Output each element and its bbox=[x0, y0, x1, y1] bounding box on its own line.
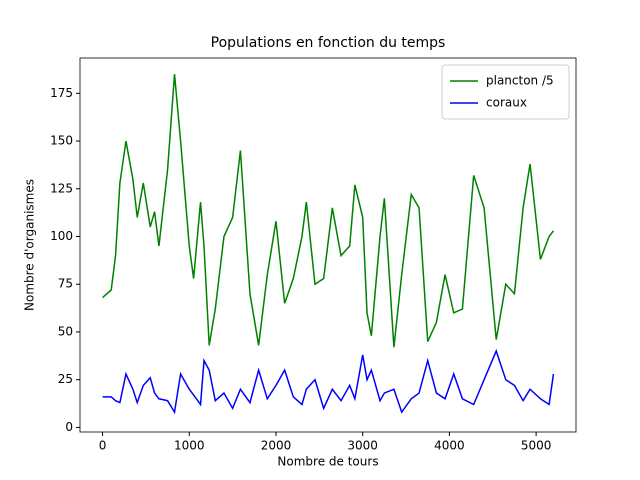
y-tick-label: 175 bbox=[50, 86, 73, 100]
y-tick-label: 50 bbox=[58, 324, 73, 338]
y-tick-label: 75 bbox=[58, 277, 73, 291]
y-tick-label: 0 bbox=[65, 420, 73, 434]
x-tick-label: 3000 bbox=[347, 439, 378, 453]
legend-label: coraux bbox=[486, 96, 527, 110]
x-tick-label: 0 bbox=[99, 439, 107, 453]
series-line bbox=[102, 74, 555, 348]
y-axis-label: Nombre d'organismes bbox=[23, 179, 37, 311]
plot-frame bbox=[79, 57, 577, 433]
x-tick-label: 1000 bbox=[174, 439, 205, 453]
y-tick-label: 100 bbox=[50, 229, 73, 243]
legend-box bbox=[441, 64, 570, 120]
y-tick-label: 25 bbox=[58, 372, 73, 386]
y-tick-label: 150 bbox=[50, 134, 73, 148]
x-tick-label: 5000 bbox=[521, 439, 552, 453]
series-line bbox=[102, 348, 555, 415]
legend-label: plancton /5 bbox=[486, 74, 554, 88]
chart-title: Populations en fonction du temps bbox=[211, 35, 446, 51]
x-tick-label: 2000 bbox=[261, 439, 292, 453]
x-axis-label: Nombre de tours bbox=[277, 455, 378, 469]
x-tick-label: 4000 bbox=[434, 439, 465, 453]
y-tick-label: 125 bbox=[50, 181, 73, 195]
